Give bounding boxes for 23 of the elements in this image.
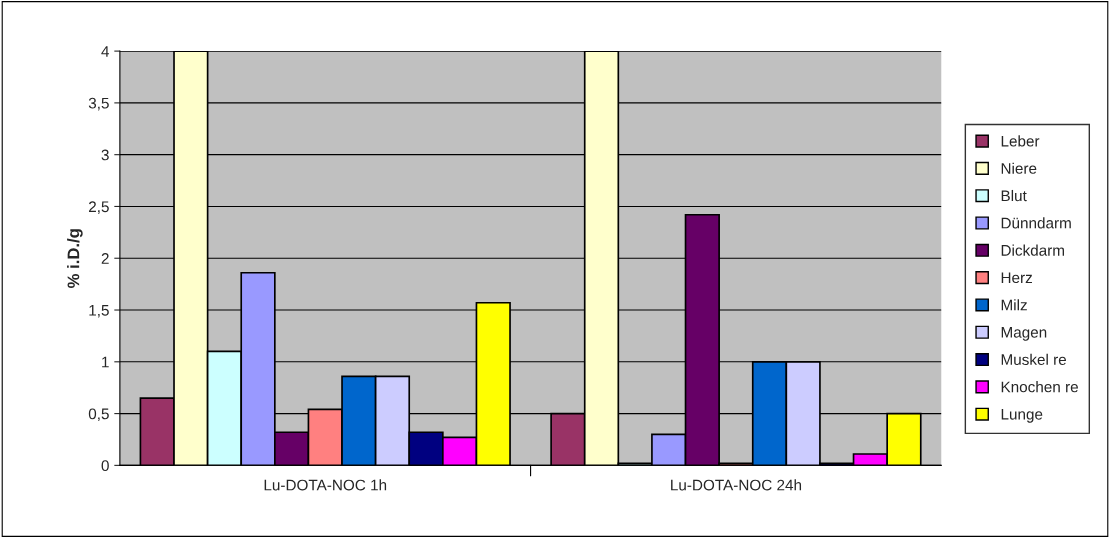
x-tick-label: Lu-DOTA-NOC 24h (671, 479, 802, 491)
legend-label: Herz (1001, 272, 1032, 284)
y-tick-label: 3 (101, 149, 109, 161)
legend-label: Muskel re (1001, 353, 1067, 366)
y-tick-label: 4 (101, 46, 110, 57)
legend-label: Lunge (1001, 408, 1043, 423)
y-tick-label: 1,5 (89, 305, 109, 318)
y-axis-title: % i.D./g (67, 229, 83, 288)
y-tick-label: 2,5 (89, 201, 109, 214)
legend-label: Knochen re (1001, 381, 1078, 393)
legend-label: Magen (1001, 327, 1047, 341)
legend-label: Dickdarm (1001, 244, 1064, 256)
y-tick-label: 3,5 (88, 97, 109, 111)
legend-label: Niere (1001, 162, 1037, 174)
x-tick-label: Lu-DOTA-NOC 1h (264, 479, 387, 491)
legend-label: Blut (1001, 189, 1027, 202)
y-tick-label: 1 (102, 356, 109, 368)
y-tick-label: 0,5 (88, 408, 109, 422)
legend-label: Dünndarm (1001, 217, 1071, 229)
y-tick-label: 2 (101, 253, 109, 264)
legend-label: Milz (1001, 299, 1027, 311)
y-tick-label: 0 (101, 460, 109, 472)
legend-label: Leber (1001, 135, 1040, 147)
